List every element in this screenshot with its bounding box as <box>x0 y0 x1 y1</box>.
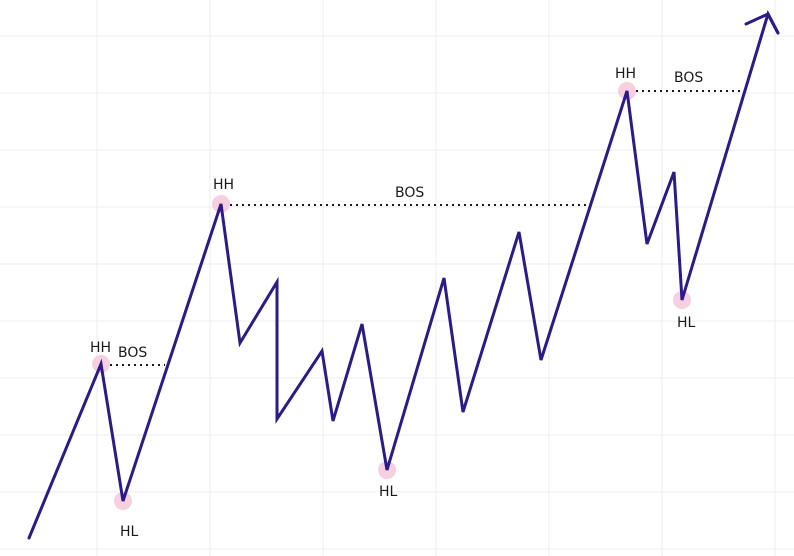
bos-label-2: BOS <box>395 185 424 201</box>
structure-labels: HH BOS HL HH BOS HL HH BOS HL <box>90 66 703 540</box>
hh-label-2: HH <box>213 177 234 193</box>
bos-label-3: BOS <box>674 70 703 86</box>
hl-label-2: HL <box>379 484 398 500</box>
price-line <box>27 10 780 540</box>
arrow-head-icon <box>744 12 780 35</box>
swing-markers <box>92 82 691 510</box>
bos-lines <box>104 90 748 366</box>
hl-label-1: HL <box>120 524 139 540</box>
hh-label-1: HH <box>90 340 111 356</box>
hl-label-3: HL <box>677 315 696 331</box>
hh-label-3: HH <box>615 66 636 82</box>
bos-label-1: BOS <box>118 345 147 361</box>
